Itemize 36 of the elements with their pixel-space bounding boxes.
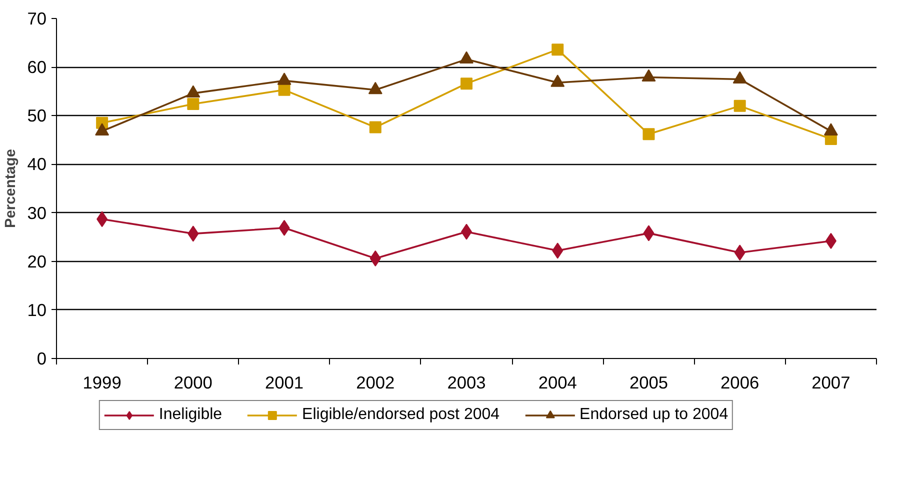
x-tick-label: 2000 <box>174 372 212 392</box>
point <box>460 78 472 90</box>
y-tick-label: 10 <box>27 300 47 320</box>
legend-label: Eligible/endorsed post 2004 <box>302 406 500 424</box>
point <box>550 74 565 87</box>
point <box>186 85 200 98</box>
y-tick-label: 60 <box>27 57 47 78</box>
y-tick-label: 30 <box>27 202 47 223</box>
x-tick-label: 2004 <box>538 372 578 392</box>
legend-label: Endorsed up to 2004 <box>580 406 728 424</box>
x-tick-label: 2002 <box>356 372 395 392</box>
point <box>187 98 200 110</box>
point <box>732 71 747 84</box>
point <box>277 72 292 85</box>
point <box>460 51 474 64</box>
y-tick-label: 20 <box>27 251 47 272</box>
point <box>95 123 110 136</box>
y-axis-title: Percentage <box>3 148 20 228</box>
x-tick-label: 2005 <box>629 372 668 392</box>
point <box>824 123 838 136</box>
x-tick-label: 2006 <box>720 372 760 392</box>
point <box>734 100 746 112</box>
point <box>642 69 656 82</box>
y-tick-label: 40 <box>27 154 47 174</box>
point <box>368 82 382 94</box>
y-tick-label: 0 <box>36 348 47 368</box>
x-tick-label: 1999 <box>82 372 122 392</box>
x-tick-label: 2003 <box>447 372 486 392</box>
y-tick-label: 70 <box>27 8 47 28</box>
x-tick-label: 2007 <box>812 372 850 392</box>
x-tick-label: 2001 <box>265 372 304 392</box>
y-tick-label: 50 <box>27 106 47 126</box>
point <box>278 84 290 96</box>
legend-label: Ineligible <box>158 406 222 424</box>
point <box>642 128 655 140</box>
point <box>369 121 382 134</box>
